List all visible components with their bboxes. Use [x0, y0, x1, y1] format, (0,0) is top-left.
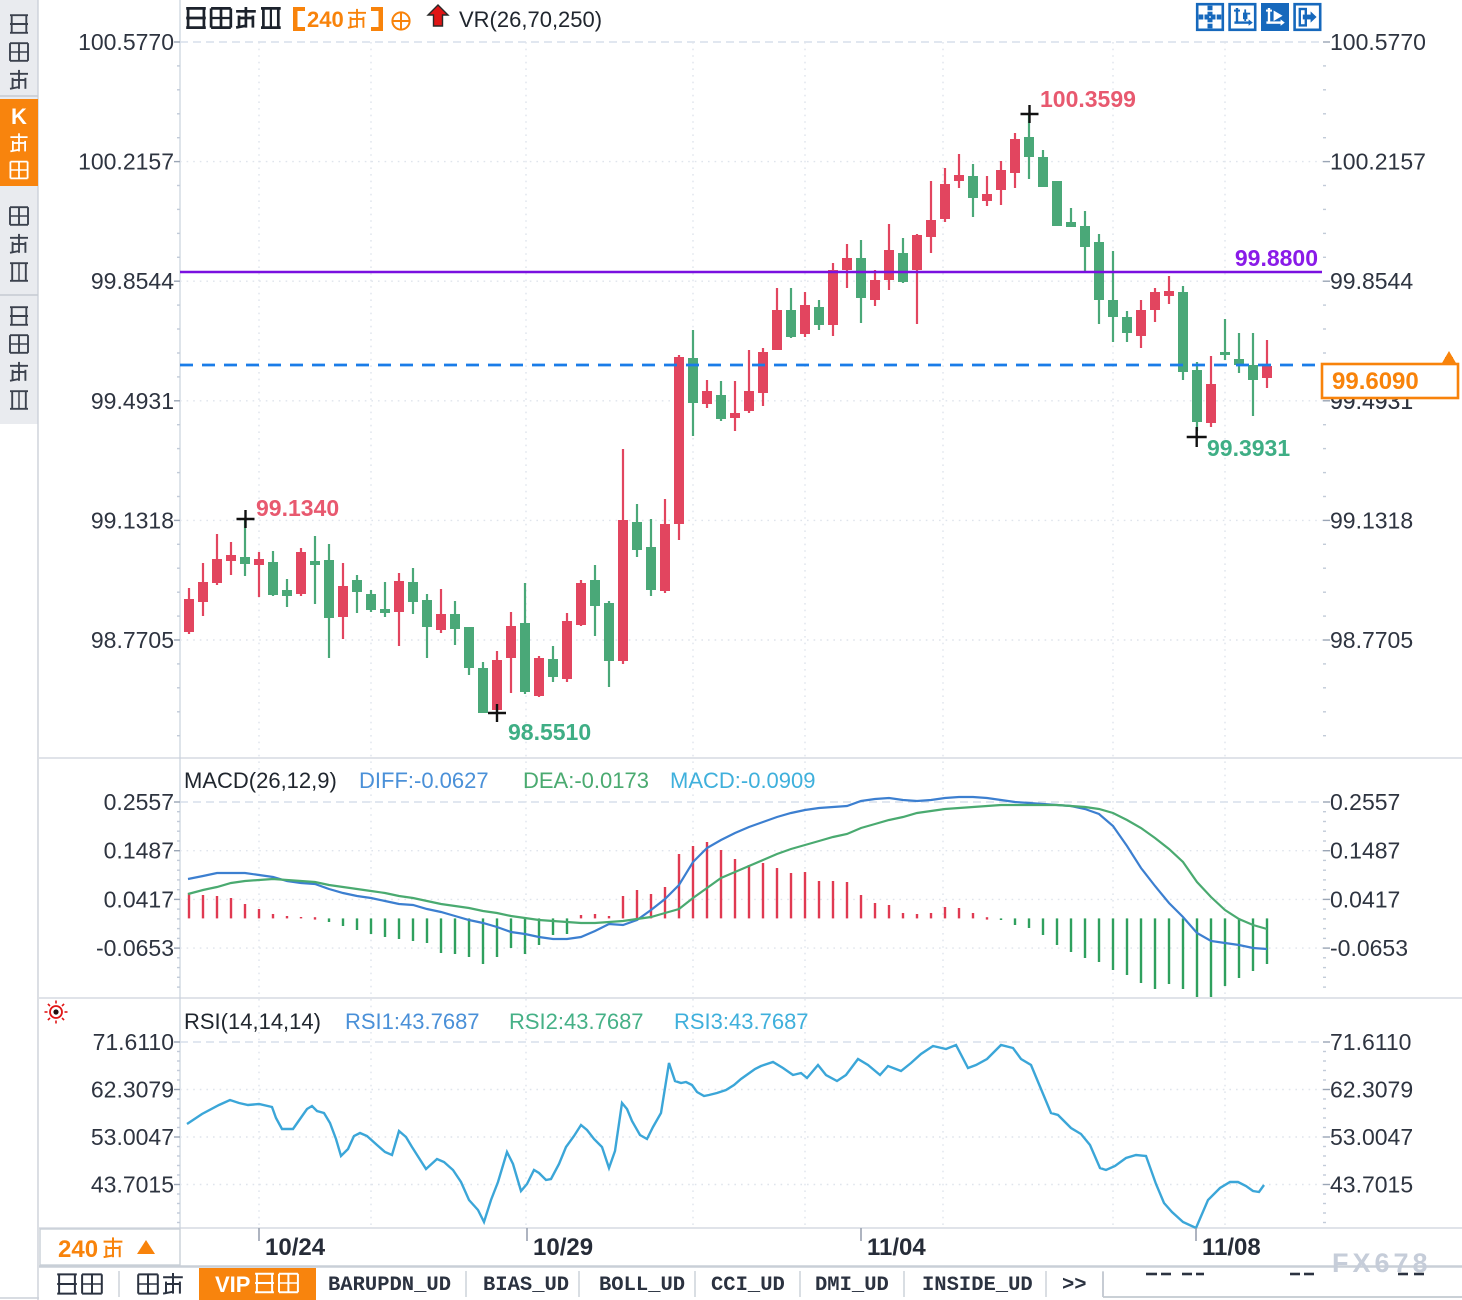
svg-text:99.3931: 99.3931 [1207, 435, 1290, 461]
svg-text:DEA:-0.0173: DEA:-0.0173 [523, 768, 649, 793]
svg-text:11/04: 11/04 [867, 1234, 926, 1261]
svg-text:99.8544: 99.8544 [91, 268, 174, 294]
svg-text:0.1487: 0.1487 [1330, 838, 1400, 864]
svg-text:BARUPDN_UD: BARUPDN_UD [328, 1274, 451, 1297]
svg-text:K: K [11, 104, 27, 129]
svg-text:99.8800: 99.8800 [1235, 245, 1318, 271]
svg-text:100.2157: 100.2157 [78, 149, 174, 175]
svg-text:53.0047: 53.0047 [1330, 1124, 1413, 1150]
svg-text:99.1318: 99.1318 [91, 507, 174, 533]
svg-text:10/24: 10/24 [265, 1234, 326, 1261]
svg-text:-0.0653: -0.0653 [1330, 935, 1408, 961]
svg-text:VIP: VIP [215, 1272, 250, 1297]
svg-text:240: 240 [58, 1236, 98, 1263]
svg-text:240: 240 [307, 7, 344, 32]
svg-text:43.7015: 43.7015 [91, 1172, 174, 1198]
svg-text:11/08: 11/08 [1202, 1234, 1261, 1261]
svg-text:0.2557: 0.2557 [104, 789, 174, 815]
svg-text:DMI_UD: DMI_UD [815, 1274, 889, 1297]
svg-text:RSI2:43.7687: RSI2:43.7687 [509, 1009, 644, 1034]
svg-text:BIAS_UD: BIAS_UD [483, 1274, 569, 1297]
svg-text:BOLL_UD: BOLL_UD [599, 1274, 685, 1297]
svg-text:62.3079: 62.3079 [91, 1077, 174, 1103]
svg-text:100.3599: 100.3599 [1040, 86, 1136, 112]
svg-text:-0.0653: -0.0653 [96, 935, 174, 961]
svg-text:RSI1:43.7687: RSI1:43.7687 [345, 1009, 480, 1034]
svg-text:RSI3:43.7687: RSI3:43.7687 [674, 1009, 809, 1034]
svg-text:CCI_UD: CCI_UD [711, 1274, 785, 1297]
svg-text:98.7705: 98.7705 [1330, 627, 1413, 653]
svg-text:71.6110: 71.6110 [93, 1029, 174, 1055]
svg-text:100.2157: 100.2157 [1330, 149, 1426, 175]
svg-text:99.1340: 99.1340 [256, 495, 339, 521]
svg-text:0.0417: 0.0417 [1330, 886, 1400, 912]
svg-text:FX678: FX678 [1332, 1248, 1432, 1278]
svg-text:0.2557: 0.2557 [1330, 789, 1400, 815]
svg-text:RSI(14,14,14): RSI(14,14,14) [184, 1009, 321, 1034]
svg-text:0.0417: 0.0417 [104, 886, 174, 912]
svg-text:>>: >> [1062, 1274, 1087, 1297]
svg-text:99.4931: 99.4931 [91, 388, 174, 414]
svg-text:DIFF:-0.0627: DIFF:-0.0627 [359, 768, 489, 793]
svg-text:MACD:-0.0909: MACD:-0.0909 [670, 768, 816, 793]
svg-text:99.1318: 99.1318 [1330, 507, 1413, 533]
svg-text:98.7705: 98.7705 [91, 627, 174, 653]
svg-text:MACD(26,12,9): MACD(26,12,9) [184, 768, 337, 793]
svg-text:INSIDE_UD: INSIDE_UD [922, 1274, 1033, 1297]
svg-text:VR(26,70,250): VR(26,70,250) [459, 7, 602, 32]
svg-text:98.5510: 98.5510 [508, 719, 591, 745]
svg-text:0.1487: 0.1487 [104, 838, 174, 864]
svg-text:100.5770: 100.5770 [78, 29, 174, 55]
svg-text:43.7015: 43.7015 [1330, 1172, 1413, 1198]
svg-text:99.8544: 99.8544 [1330, 268, 1413, 294]
svg-text:62.3079: 62.3079 [1330, 1077, 1413, 1103]
svg-text:99.6090: 99.6090 [1332, 368, 1419, 395]
svg-text:53.0047: 53.0047 [91, 1124, 174, 1150]
svg-text:100.5770: 100.5770 [1330, 29, 1426, 55]
svg-text:10/29: 10/29 [533, 1234, 593, 1261]
svg-text:71.6110: 71.6110 [1330, 1029, 1411, 1055]
